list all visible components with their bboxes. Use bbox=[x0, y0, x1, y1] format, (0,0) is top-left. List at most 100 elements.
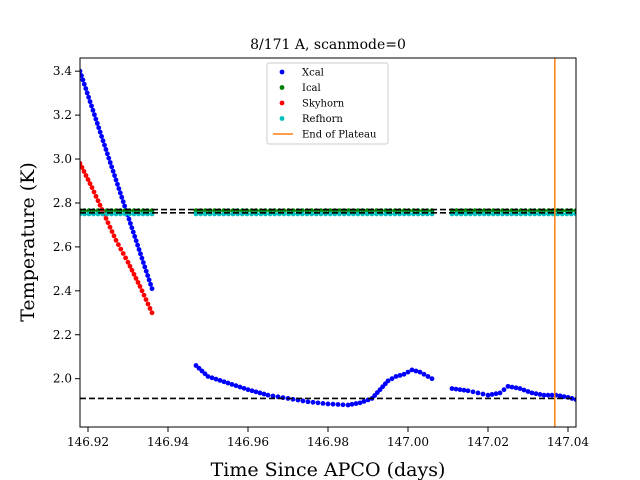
data-point-xcal bbox=[209, 375, 215, 381]
data-point-xcal bbox=[83, 86, 89, 91]
data-point-skyhorn bbox=[116, 242, 121, 248]
data-point-xcal bbox=[112, 173, 117, 178]
data-point-xcal bbox=[457, 387, 463, 393]
data-point-skyhorn bbox=[133, 275, 139, 281]
data-point-xcal bbox=[529, 390, 535, 396]
data-point-xcal bbox=[541, 392, 547, 398]
data-point-xcal bbox=[120, 199, 126, 205]
data-point-refhorn bbox=[454, 211, 459, 217]
data-point-xcal bbox=[280, 395, 286, 401]
data-point-xcal bbox=[102, 142, 107, 148]
data-point-refhorn bbox=[463, 211, 469, 217]
data-point-xcal bbox=[145, 273, 151, 278]
data-point-xcal bbox=[136, 247, 142, 252]
data-point-skyhorn bbox=[89, 185, 95, 190]
data-point-skyhorn bbox=[80, 165, 85, 170]
data-point-xcal bbox=[130, 229, 136, 235]
y-tick-label: 3.2 bbox=[53, 108, 72, 122]
data-point-xcal bbox=[345, 402, 351, 408]
legend-label-ical: Ical bbox=[302, 83, 321, 94]
data-point-xcal bbox=[93, 116, 99, 122]
legend-box bbox=[266, 62, 389, 145]
data-point-xcal bbox=[138, 251, 143, 257]
series-xcal bbox=[80, 68, 576, 408]
data-point-xcal bbox=[409, 367, 415, 373]
data-point-skyhorn bbox=[83, 173, 89, 178]
data-point-skyhorn bbox=[118, 246, 124, 252]
data-point-xcal bbox=[493, 391, 499, 397]
y-tick-label: 2.6 bbox=[53, 240, 72, 254]
data-point-xcal bbox=[117, 190, 123, 196]
data-point-xcal bbox=[429, 376, 435, 382]
data-point-skyhorn bbox=[137, 284, 143, 289]
data-point-xcal bbox=[385, 378, 391, 384]
data-point-xcal bbox=[80, 73, 84, 78]
data-point-xcal bbox=[81, 81, 87, 87]
data-point-skyhorn bbox=[127, 263, 133, 269]
data-point-xcal bbox=[413, 368, 419, 374]
y-axis-label: Temperature (K) bbox=[17, 162, 39, 322]
data-point-xcal bbox=[116, 186, 122, 191]
data-point-xcal bbox=[142, 264, 148, 270]
data-point-xcal bbox=[401, 371, 407, 377]
data-point-xcal bbox=[405, 369, 411, 375]
data-point-xcal bbox=[335, 402, 341, 407]
data-point-xcal bbox=[461, 387, 467, 393]
data-point-xcal bbox=[89, 103, 94, 109]
data-point-skyhorn bbox=[149, 310, 155, 316]
data-point-xcal bbox=[509, 384, 515, 390]
data-point-skyhorn bbox=[131, 271, 137, 277]
data-point-xcal bbox=[99, 134, 104, 139]
data-point-xcal bbox=[480, 391, 486, 397]
data-point-xcal bbox=[146, 277, 152, 283]
data-point-xcal bbox=[80, 77, 86, 83]
data-point-xcal bbox=[107, 160, 113, 165]
data-point-xcal bbox=[127, 220, 133, 226]
x-tick-label: 147.02 bbox=[467, 435, 509, 449]
x-tick-label: 146.98 bbox=[307, 435, 349, 449]
data-point-xcal bbox=[517, 386, 523, 391]
x-axis: 146.92 146.94 146.96 146.98 147.00 147.02 147.… bbox=[67, 427, 589, 449]
data-point-xcal bbox=[119, 194, 125, 200]
data-point-skyhorn bbox=[129, 267, 135, 273]
data-point-xcal bbox=[349, 401, 355, 407]
data-point-ical bbox=[346, 208, 352, 214]
data-point-xcal bbox=[132, 234, 138, 239]
data-point-xcal bbox=[97, 129, 103, 135]
legend-marker-ical bbox=[279, 85, 285, 90]
legend-label-xcal: Xcal bbox=[302, 68, 324, 79]
x-tick-label: 146.94 bbox=[147, 435, 189, 449]
data-point-skyhorn bbox=[93, 193, 99, 199]
data-point-xcal bbox=[126, 216, 132, 222]
data-point-xcal bbox=[143, 268, 149, 274]
data-point-xcal bbox=[310, 399, 316, 405]
data-point-xcal bbox=[253, 389, 259, 395]
data-point-xcal bbox=[139, 255, 145, 261]
data-point-xcal bbox=[425, 374, 431, 379]
data-point-xcal bbox=[417, 369, 423, 375]
data-point-xcal bbox=[135, 242, 141, 248]
data-point-xcal bbox=[133, 238, 139, 244]
data-point-skyhorn bbox=[120, 251, 126, 256]
data-point-ical bbox=[463, 208, 469, 214]
data-point-xcal bbox=[104, 151, 110, 157]
data-point-xcal bbox=[397, 372, 403, 378]
data-point-skyhorn bbox=[113, 237, 119, 243]
data-point-xcal bbox=[217, 378, 223, 383]
data-point-skyhorn bbox=[141, 292, 147, 298]
data-point-xcal bbox=[453, 386, 459, 392]
x-tick-label: 147.00 bbox=[387, 435, 429, 449]
data-point-xcal bbox=[100, 138, 106, 144]
data-point-xcal bbox=[340, 402, 346, 408]
data-point-xcal bbox=[270, 393, 276, 399]
data-point-xcal bbox=[290, 396, 296, 402]
data-point-xcal bbox=[237, 384, 243, 390]
data-point-xcal bbox=[325, 401, 331, 407]
data-point-xcal bbox=[87, 99, 93, 105]
data-point-xcal bbox=[513, 385, 519, 391]
data-point-xcal bbox=[533, 391, 539, 397]
y-tick-label: 2.4 bbox=[53, 284, 72, 298]
data-point-ical bbox=[337, 208, 342, 214]
x-tick-label: 146.96 bbox=[227, 435, 269, 449]
data-point-xcal bbox=[489, 392, 495, 397]
